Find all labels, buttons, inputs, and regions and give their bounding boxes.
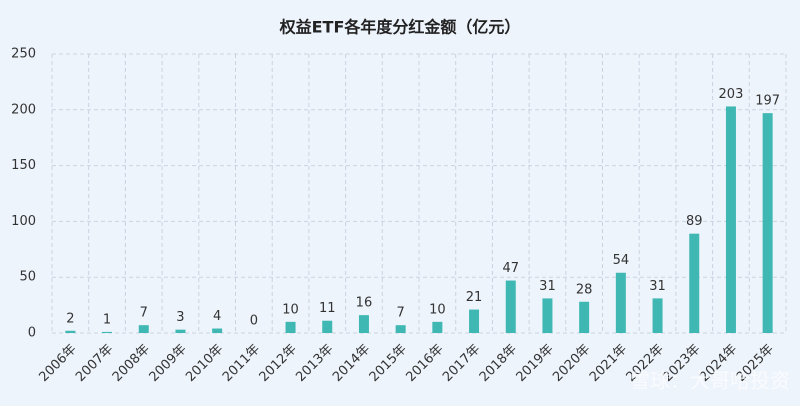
y-tick-label: 0 (28, 326, 36, 341)
x-tick-label: 2013年 (293, 342, 336, 385)
bar (432, 321, 443, 333)
x-tick-label: 2016年 (403, 342, 446, 385)
x-tick-label: 2012年 (257, 342, 300, 385)
value-label: 7 (140, 306, 148, 321)
x-tick-label: 2011年 (220, 342, 263, 385)
x-tick-label: 2009年 (147, 342, 190, 385)
value-label: 28 (576, 282, 593, 297)
x-tick-label: 2007年 (73, 342, 116, 385)
bar (358, 315, 369, 333)
value-label: 1 (103, 312, 111, 327)
bar (725, 106, 736, 334)
bar (505, 280, 516, 333)
bar (579, 301, 590, 333)
bar (469, 309, 480, 333)
x-tick-label: 2019年 (514, 342, 557, 385)
value-label: 47 (502, 261, 519, 276)
value-label: 21 (466, 290, 483, 305)
x-tick-label: 2020年 (550, 342, 593, 385)
value-label: 54 (613, 253, 630, 268)
bar (102, 331, 113, 333)
value-label: 11 (319, 301, 336, 316)
x-tick-label: 2014年 (330, 342, 373, 385)
chart-title: 权益ETF各年度分红金额（亿元） (279, 18, 521, 37)
bar (138, 325, 149, 333)
value-label: 10 (282, 302, 299, 317)
bar (212, 328, 223, 333)
bar (65, 330, 76, 333)
bar (542, 298, 553, 333)
value-label: 203 (719, 87, 744, 102)
bar (285, 321, 296, 333)
y-tick-label: 100 (11, 214, 36, 229)
value-label: 31 (539, 279, 556, 294)
watermark: 雪球：大哥哈投资 (630, 369, 790, 393)
value-label: 3 (176, 310, 184, 325)
x-tick-label: 2008年 (110, 342, 153, 385)
value-label: 0 (250, 314, 258, 329)
bar (322, 320, 333, 333)
bar (652, 298, 663, 333)
y-tick-label: 50 (19, 270, 36, 285)
bar (762, 113, 773, 333)
value-label: 89 (686, 214, 703, 229)
x-tick-label: 2006年 (36, 342, 79, 385)
y-tick-label: 250 (11, 47, 36, 62)
bar (395, 325, 406, 333)
value-label: 4 (213, 309, 221, 324)
value-label: 2 (66, 311, 74, 326)
x-tick-label: 2018年 (477, 342, 520, 385)
value-label: 31 (649, 279, 666, 294)
x-tick-label: 2021年 (587, 342, 630, 385)
value-label: 7 (397, 306, 405, 321)
bar (689, 233, 700, 333)
value-label: 16 (356, 296, 373, 311)
value-label: 10 (429, 302, 446, 317)
x-tick-label: 2017年 (440, 342, 483, 385)
bar (175, 329, 186, 333)
bar (615, 272, 626, 333)
x-tick-label: 2010年 (183, 342, 226, 385)
value-label: 197 (755, 94, 780, 109)
x-tick-label: 2015年 (367, 342, 410, 385)
y-tick-label: 150 (11, 158, 36, 173)
y-tick-label: 200 (11, 102, 36, 117)
